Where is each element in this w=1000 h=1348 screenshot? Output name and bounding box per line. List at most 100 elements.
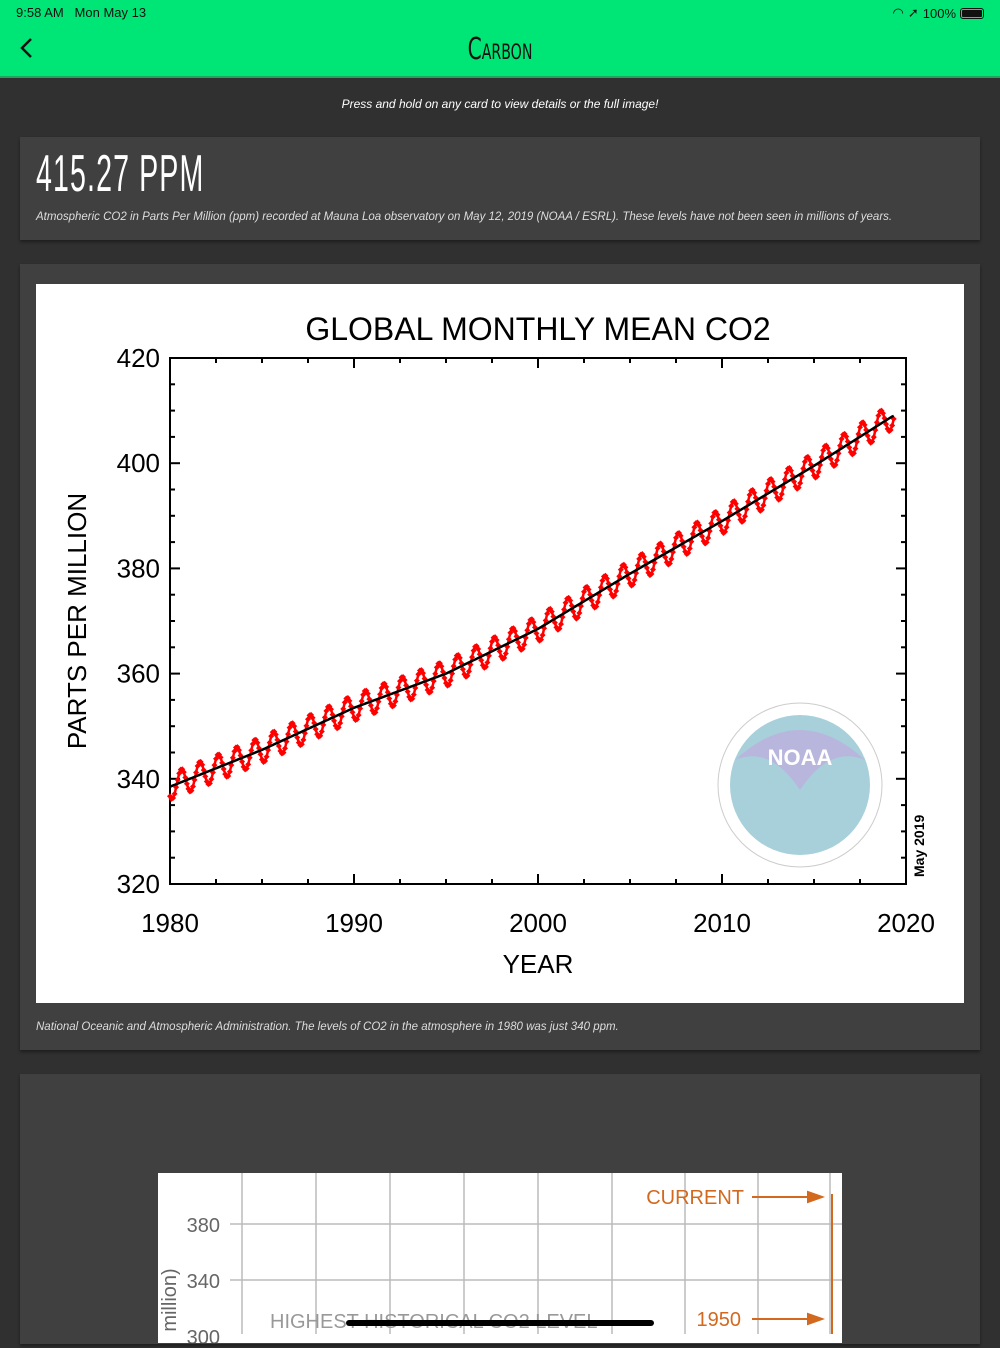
data-point (275, 742, 282, 749)
battery-icon (960, 7, 984, 19)
status-icons: ◠ ➚ 100% (892, 5, 984, 21)
data-point (659, 543, 666, 550)
data-point (229, 754, 236, 761)
y-tick-label: 360 (117, 659, 160, 689)
data-point (349, 709, 356, 716)
data-point (824, 445, 831, 452)
current-ppm-card[interactable] (20, 137, 980, 240)
data-point (294, 734, 301, 741)
data-point (521, 641, 528, 648)
data-point (769, 478, 776, 485)
data-point (671, 541, 678, 548)
x-tick-label: 2010 (693, 908, 751, 938)
hint-text: Press and hold on any card to view detai… (341, 97, 659, 111)
data-point (696, 522, 702, 529)
data-point (441, 674, 448, 681)
data-point (512, 628, 518, 635)
data-point (450, 663, 457, 670)
data-point (383, 683, 390, 690)
noaa-logo: NOAA (717, 702, 883, 868)
data-point (668, 555, 675, 562)
data-point (677, 532, 684, 539)
data-point (190, 783, 196, 790)
data-point (395, 684, 402, 691)
data-point (447, 677, 454, 684)
data-point (337, 720, 344, 727)
battery-percent: 100% (922, 5, 956, 21)
data-point (567, 597, 574, 604)
chart-caption: National Oceanic and Atmospheric Adminis… (36, 1021, 619, 1033)
data-point (410, 691, 417, 698)
home-indicator[interactable] (346, 1320, 654, 1326)
data-point (705, 534, 712, 541)
data-point (199, 761, 206, 768)
x-tick-label: 2000 (509, 908, 567, 938)
y-axis-label: million) (159, 1268, 181, 1331)
y-tick-label: 380 (117, 553, 160, 583)
data-point (889, 422, 896, 429)
data-point (248, 747, 255, 754)
data-point (183, 780, 190, 787)
historical-chart-image: 380 340 300 million) CURRENT 1950 HIGHES… (158, 1173, 842, 1348)
data-point (778, 491, 785, 498)
data-point (631, 577, 638, 584)
label-1950: 1950 (697, 1309, 742, 1331)
logo-text: NOAA (768, 745, 833, 770)
y-tick: 380 (187, 1215, 220, 1237)
data-point (432, 670, 439, 677)
data-point (291, 723, 298, 730)
data-point (321, 714, 328, 721)
data-point (507, 629, 514, 636)
x-axis-label: YEAR (503, 949, 574, 979)
data-point (193, 769, 200, 776)
y-tick-label: 320 (117, 869, 160, 899)
page-title: Carbon (467, 32, 533, 67)
data-point (331, 717, 338, 724)
data-point (257, 751, 264, 758)
wifi-icon: ◠ (892, 5, 904, 20)
data-point (469, 654, 476, 661)
x-tick-label: 1980 (141, 908, 199, 938)
status-time: 9:58 AM Mon May 13 (16, 5, 147, 20)
data-point (484, 659, 491, 666)
data-point (211, 762, 218, 769)
data-point (723, 524, 730, 531)
data-point (456, 654, 463, 661)
data-point (653, 551, 660, 558)
data-point (496, 648, 503, 655)
data-point (593, 603, 600, 610)
data-point (312, 726, 319, 733)
data-point (466, 668, 472, 675)
data-point (689, 530, 696, 537)
data-point (364, 690, 371, 697)
data-point (303, 722, 310, 729)
data-point (318, 728, 325, 735)
data-point (832, 461, 839, 468)
data-point (377, 691, 384, 698)
data-point (340, 705, 347, 712)
back-button[interactable] (18, 36, 40, 64)
data-point (245, 761, 252, 768)
data-point (680, 543, 687, 550)
data-point (760, 502, 767, 509)
data-point (594, 598, 601, 605)
data-point (788, 467, 794, 474)
data-point (478, 657, 485, 664)
data-point (254, 739, 261, 746)
data-point (171, 790, 178, 797)
data-point (420, 670, 426, 677)
data-point (266, 739, 273, 746)
y-tick: 300 (187, 1327, 220, 1343)
data-point (272, 731, 279, 738)
data-point (530, 619, 537, 626)
data-point (650, 566, 656, 573)
y-tick: 340 (187, 1271, 220, 1293)
data-point (686, 545, 693, 552)
ppm-value: 415.27 PPM (36, 145, 205, 203)
data-point (717, 522, 724, 529)
data-point (714, 511, 721, 518)
data-point (558, 621, 564, 628)
data-point (604, 575, 610, 582)
data-point (413, 677, 420, 684)
data-point (493, 637, 500, 644)
